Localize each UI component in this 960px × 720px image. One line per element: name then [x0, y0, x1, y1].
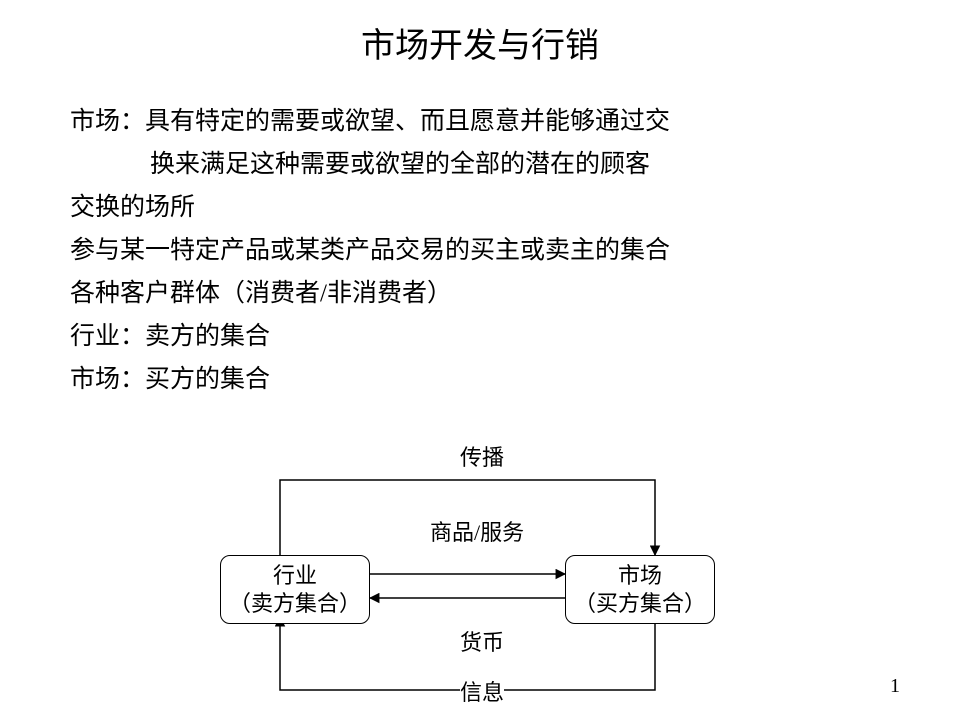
- body-text: 市场：具有特定的需要或欲望、而且愿意并能够通过交 换来满足这种需要或欲望的全部的…: [70, 100, 890, 401]
- label-money: 货币: [460, 625, 504, 657]
- para-3: 参与某一特定产品或某类产品交易的买主或卖主的集合: [70, 229, 890, 272]
- node-industry-line1: 行业: [229, 562, 361, 590]
- node-market-line2: （买方集合）: [574, 590, 706, 618]
- para-5: 行业：卖方的集合: [70, 315, 890, 358]
- para-1a: 市场：具有特定的需要或欲望、而且愿意并能够通过交: [70, 100, 890, 143]
- node-industry: 行业 （卖方集合）: [220, 555, 370, 624]
- para-4: 各种客户群体（消费者/非消费者）: [70, 272, 890, 315]
- exchange-diagram: 行业 （卖方集合） 市场 （买方集合） 传播 商品/服务 货币 信息: [210, 440, 770, 700]
- label-spread: 传播: [460, 440, 504, 472]
- page-number: 1: [890, 675, 900, 698]
- node-market: 市场 （买方集合）: [565, 555, 715, 624]
- node-industry-line2: （卖方集合）: [229, 590, 361, 618]
- para-6: 市场：买方的集合: [70, 358, 890, 401]
- para-1b: 换来满足这种需要或欲望的全部的潜在的顾客: [70, 143, 890, 186]
- page-title: 市场开发与行销: [0, 18, 960, 67]
- label-goods: 商品/服务: [430, 515, 524, 547]
- node-market-line1: 市场: [574, 562, 706, 590]
- label-info: 信息: [460, 675, 504, 707]
- para-2: 交换的场所: [70, 186, 890, 229]
